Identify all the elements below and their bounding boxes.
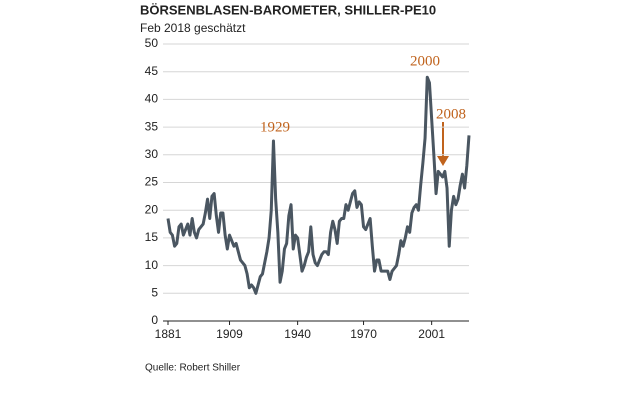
chart-subtitle: Feb 2018 geschätzt	[140, 21, 246, 35]
y-tick-label: 45	[145, 64, 159, 78]
x-tick-label: 1881	[155, 327, 182, 341]
y-tick-label: 40	[145, 92, 159, 106]
y-tick-label: 50	[145, 36, 159, 50]
x-tick-label: 1909	[216, 327, 243, 341]
x-tick-label: 1940	[284, 327, 311, 341]
annotation: 1929	[260, 119, 290, 135]
source: Quelle: Robert Shiller	[145, 363, 241, 374]
y-tick-label: 5	[151, 285, 158, 299]
y-tick-label: 30	[145, 147, 159, 161]
y-tick-label: 25	[145, 175, 159, 189]
annotation: 2008	[436, 106, 466, 122]
x-tick-label: 2001	[418, 327, 445, 341]
line	[166, 75, 471, 295]
y-tick-label: 0	[151, 313, 158, 327]
y-tick-label: 35	[145, 119, 159, 133]
arrow-head	[437, 156, 449, 166]
y-tick-label: 20	[145, 202, 159, 216]
annotation: 2000	[410, 53, 440, 69]
chart-title: BÖRSENBLASEN-BAROMETER, SHILLER-PE10	[140, 2, 436, 17]
x-tick-label: 1970	[350, 327, 377, 341]
y-tick-label: 15	[145, 230, 159, 244]
y-tick-label: 10	[145, 258, 159, 272]
